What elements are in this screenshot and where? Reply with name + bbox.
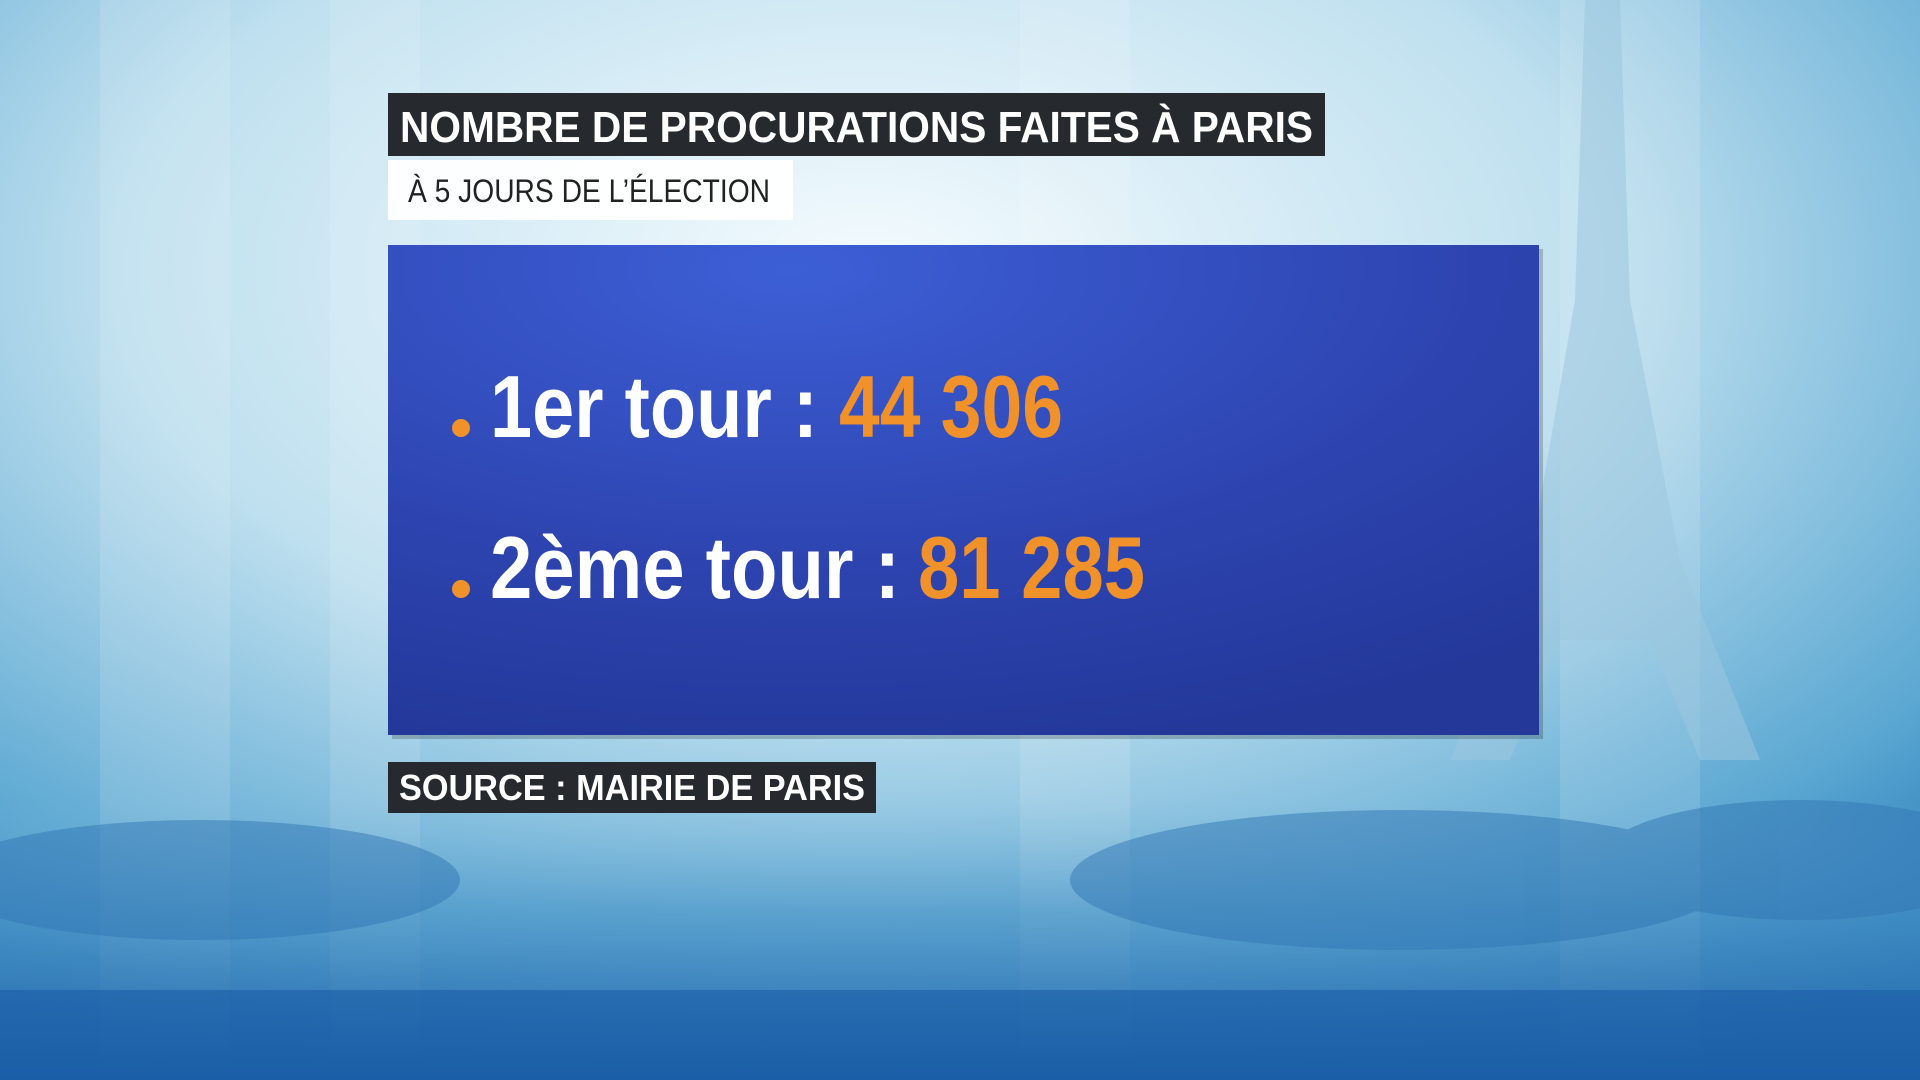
subtitle-box — [388, 160, 793, 220]
source: SOURCE : MAIRIE DE PARIS — [399, 767, 865, 808]
panel — [388, 245, 1539, 735]
bullet — [452, 419, 470, 437]
trees — [0, 800, 1920, 950]
river — [0, 990, 1920, 1080]
source-box — [388, 762, 876, 813]
item-value: 44 306 — [839, 357, 1063, 456]
bullet — [452, 580, 470, 598]
item-label: 2ème tour : — [490, 518, 900, 617]
title: NOMBRE DE PROCURATIONS FAITES À PARIS — [400, 102, 1313, 152]
title-box — [388, 93, 1325, 156]
item-value: 81 285 — [918, 518, 1145, 617]
item-label: 1er tour : — [490, 357, 818, 456]
subtitle: À 5 JOURS DE L’ÉLECTION — [408, 173, 770, 209]
